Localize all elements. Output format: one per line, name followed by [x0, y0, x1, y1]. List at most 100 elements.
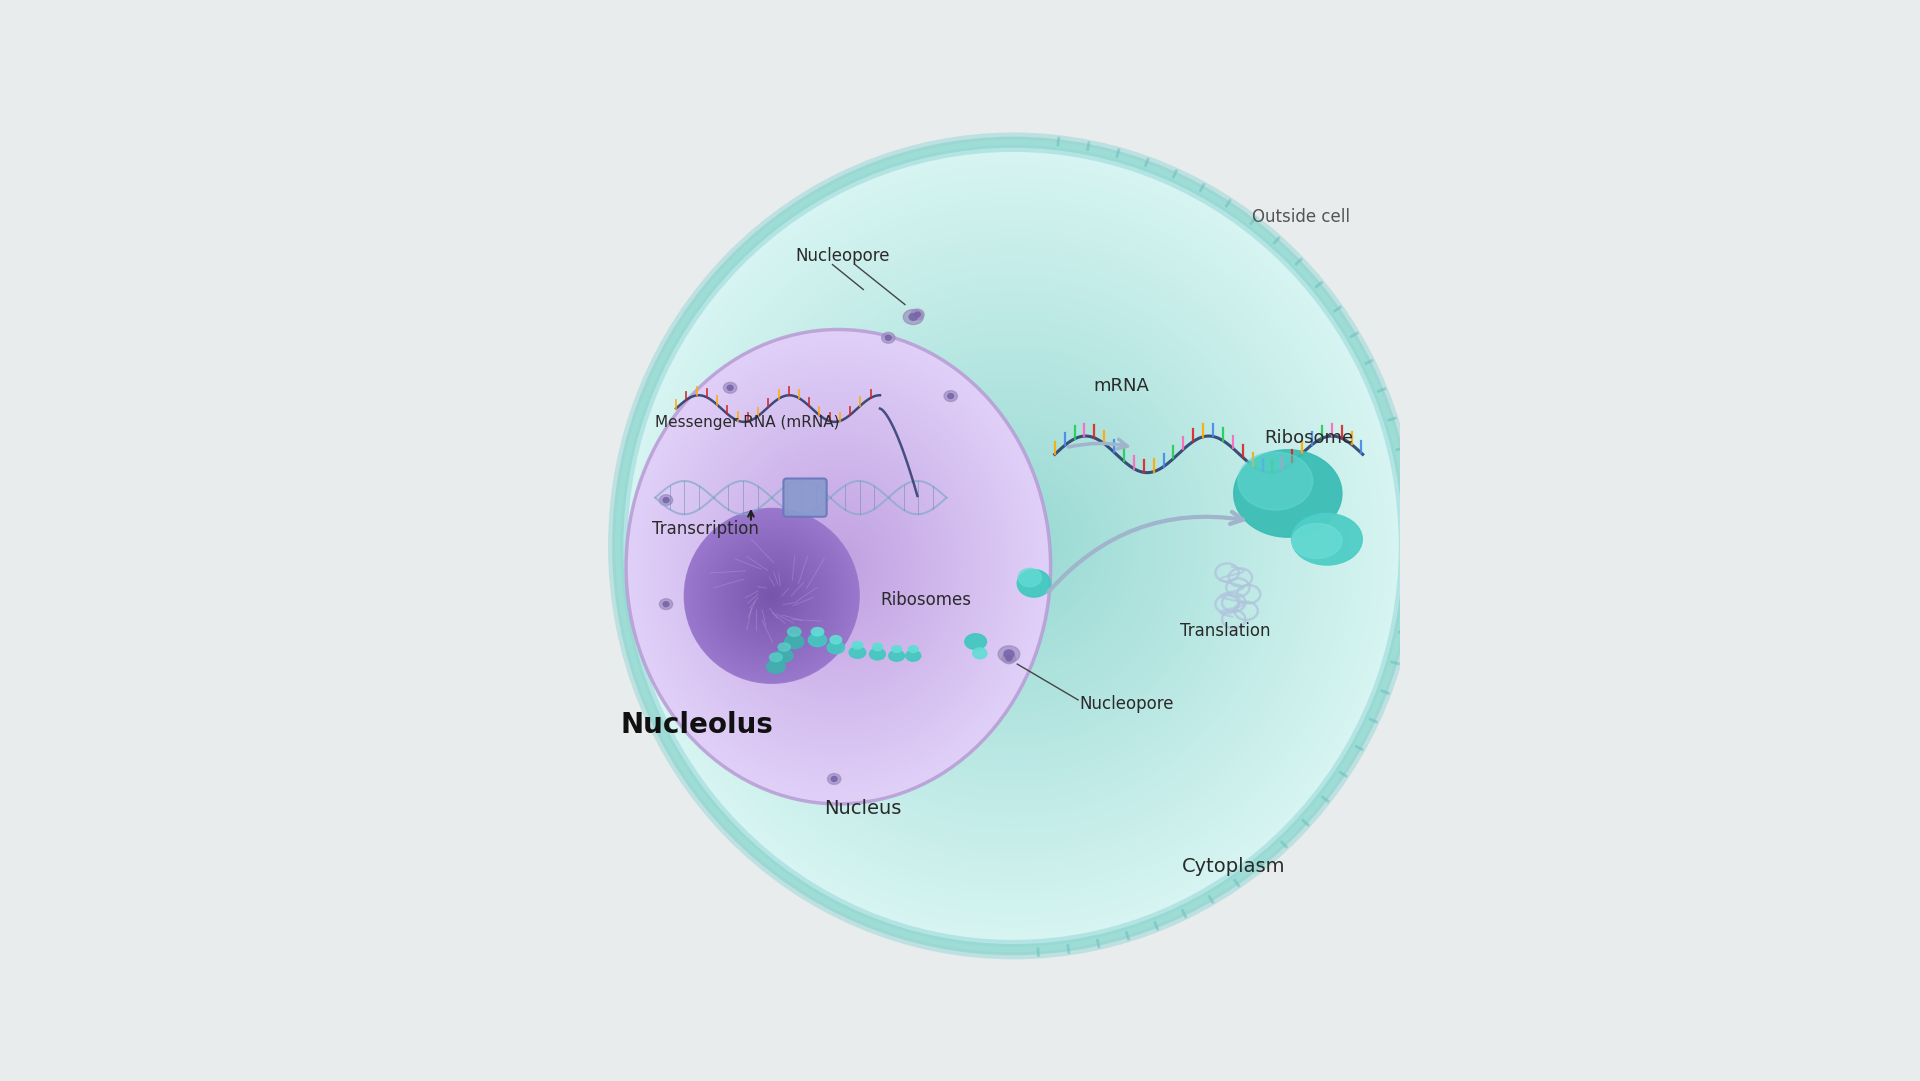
Ellipse shape [732, 556, 812, 636]
Ellipse shape [762, 587, 781, 604]
Ellipse shape [797, 519, 881, 614]
Ellipse shape [783, 505, 893, 628]
Ellipse shape [712, 536, 831, 656]
Ellipse shape [691, 516, 852, 676]
Ellipse shape [708, 235, 1317, 857]
Ellipse shape [641, 166, 1384, 925]
Ellipse shape [785, 635, 804, 649]
Ellipse shape [766, 486, 910, 648]
Ellipse shape [806, 531, 870, 602]
Ellipse shape [753, 471, 924, 662]
Ellipse shape [950, 481, 1077, 611]
Ellipse shape [891, 421, 1137, 671]
Ellipse shape [659, 365, 1020, 769]
Ellipse shape [660, 187, 1365, 905]
Ellipse shape [954, 485, 1073, 606]
Ellipse shape [705, 231, 1321, 860]
Text: Nucleus: Nucleus [824, 799, 902, 817]
Ellipse shape [630, 334, 1046, 799]
Ellipse shape [630, 155, 1396, 937]
Ellipse shape [851, 381, 1175, 711]
Ellipse shape [787, 627, 801, 637]
Ellipse shape [745, 570, 799, 622]
Text: Outside cell: Outside cell [1252, 209, 1350, 226]
Ellipse shape [808, 633, 828, 646]
Ellipse shape [657, 183, 1369, 909]
Ellipse shape [1000, 534, 1025, 558]
Ellipse shape [787, 316, 1238, 776]
Ellipse shape [728, 385, 733, 390]
Ellipse shape [733, 451, 943, 683]
Ellipse shape [801, 524, 877, 610]
Ellipse shape [933, 465, 1092, 627]
Ellipse shape [737, 453, 941, 681]
Ellipse shape [730, 555, 812, 637]
Ellipse shape [714, 538, 829, 653]
Ellipse shape [766, 591, 778, 601]
Ellipse shape [716, 243, 1309, 849]
Ellipse shape [958, 490, 1069, 602]
Ellipse shape [628, 332, 1048, 802]
Ellipse shape [703, 528, 841, 665]
Ellipse shape [636, 339, 1043, 795]
Ellipse shape [943, 473, 1085, 618]
Ellipse shape [858, 388, 1167, 704]
Ellipse shape [693, 405, 983, 728]
Ellipse shape [985, 518, 1041, 574]
Ellipse shape [764, 483, 912, 650]
Ellipse shape [768, 592, 776, 600]
Ellipse shape [895, 425, 1131, 667]
Ellipse shape [787, 510, 889, 624]
Ellipse shape [885, 335, 891, 341]
Ellipse shape [708, 422, 968, 711]
Ellipse shape [632, 336, 1044, 797]
Ellipse shape [645, 351, 1031, 783]
Ellipse shape [764, 588, 780, 603]
Ellipse shape [837, 564, 841, 569]
Ellipse shape [682, 206, 1346, 885]
Ellipse shape [847, 376, 1179, 716]
Ellipse shape [668, 377, 1008, 757]
Ellipse shape [918, 449, 1108, 643]
Ellipse shape [828, 774, 841, 785]
Ellipse shape [824, 550, 852, 584]
Ellipse shape [776, 304, 1250, 788]
Ellipse shape [993, 525, 1033, 566]
Ellipse shape [637, 342, 1041, 792]
Ellipse shape [745, 569, 799, 624]
Ellipse shape [826, 552, 851, 580]
Ellipse shape [820, 348, 1208, 744]
Ellipse shape [662, 370, 1014, 763]
Ellipse shape [722, 437, 954, 697]
Ellipse shape [1018, 569, 1041, 587]
Ellipse shape [770, 593, 774, 599]
Ellipse shape [647, 353, 1029, 780]
Ellipse shape [718, 543, 826, 650]
Ellipse shape [1018, 570, 1050, 597]
Ellipse shape [695, 519, 849, 673]
Ellipse shape [849, 646, 866, 658]
Ellipse shape [831, 560, 845, 574]
Ellipse shape [876, 404, 1152, 688]
FancyBboxPatch shape [783, 479, 828, 517]
Ellipse shape [712, 427, 964, 707]
Ellipse shape [626, 330, 1050, 804]
Ellipse shape [762, 481, 914, 652]
Text: Ribosomes: Ribosomes [879, 591, 972, 609]
Ellipse shape [720, 545, 824, 648]
Ellipse shape [1006, 656, 1012, 660]
Ellipse shape [781, 503, 895, 631]
Ellipse shape [764, 292, 1261, 800]
Ellipse shape [887, 416, 1140, 676]
Ellipse shape [843, 372, 1183, 720]
Ellipse shape [828, 356, 1198, 736]
Ellipse shape [645, 171, 1380, 921]
Ellipse shape [772, 299, 1254, 792]
Ellipse shape [762, 586, 781, 605]
Ellipse shape [778, 643, 791, 651]
Ellipse shape [749, 276, 1279, 816]
Ellipse shape [701, 524, 843, 667]
Ellipse shape [822, 548, 854, 586]
Ellipse shape [724, 547, 820, 644]
Ellipse shape [693, 219, 1332, 872]
